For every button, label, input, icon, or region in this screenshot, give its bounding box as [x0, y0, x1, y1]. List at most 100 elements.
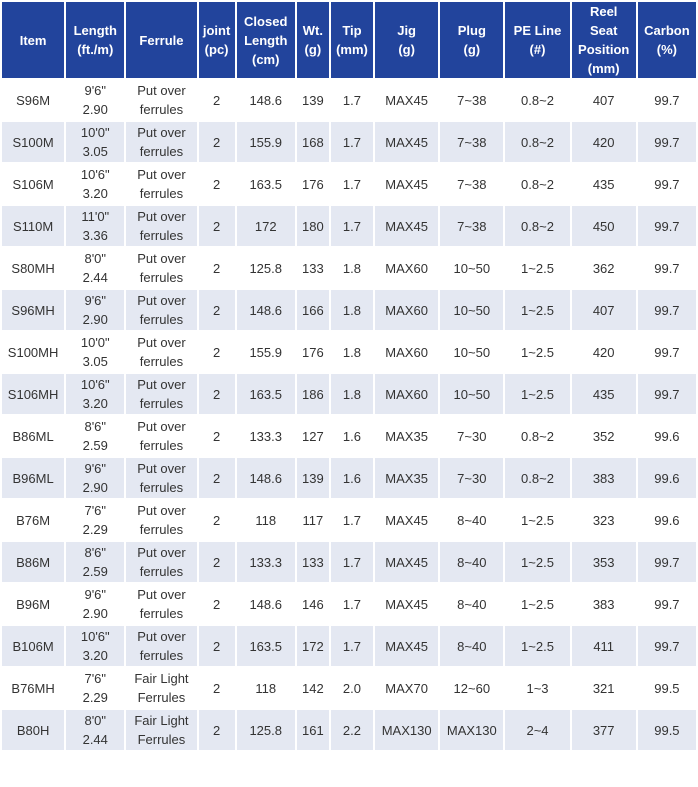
joint-cell: 2 [198, 458, 235, 498]
length-cell-line: 2.59 [82, 564, 108, 579]
weight-cell: 139 [296, 458, 329, 498]
length-cell: 10'0" 3.05 [66, 332, 125, 372]
length-cell: 9'6" 2.90 [66, 80, 125, 120]
plug-cell: 10~50 [440, 374, 504, 414]
joint-cell: 2 [198, 542, 235, 582]
weight-cell: 117 [296, 500, 329, 540]
closed-length-cell: 148.6 [236, 584, 295, 624]
pe-line-cell: 1~2.5 [505, 584, 570, 624]
weight-cell: 166 [296, 290, 329, 330]
length-cell-line: 10'0" [80, 335, 110, 350]
length-cell-line: 8'0" [84, 713, 107, 728]
ferrule-cell: Put over ferrules [126, 122, 197, 162]
length-cell-line: 10'6" [80, 167, 110, 182]
joint-cell: 2 [198, 626, 235, 666]
jig-cell: MAX45 [375, 542, 439, 582]
weight-cell: 168 [296, 122, 329, 162]
ferrule-cell-line: ferrules [139, 522, 184, 537]
tip-cell: 2.0 [330, 668, 374, 708]
weight-cell: 176 [296, 332, 329, 372]
plug-cell: 8~40 [440, 626, 504, 666]
pe-line-cell: 1~2.5 [505, 500, 570, 540]
ferrule-cell-line: Put over [137, 461, 186, 476]
jig-cell: MAX35 [375, 416, 439, 456]
pe-line-cell: 0.8~2 [505, 122, 570, 162]
length-cell-line: 2.29 [82, 690, 108, 705]
header-line: Wt. [302, 23, 323, 38]
header-line: (ft./m) [77, 42, 114, 57]
pe-line-cell: 0.8~2 [505, 206, 570, 246]
ferrule-cell-line: ferrules [139, 102, 184, 117]
ferrule-cell: Fair Light Ferrules [126, 668, 197, 708]
item-cell: B96M [2, 584, 65, 624]
ferrule-cell-line: Put over [137, 167, 186, 182]
item-cell: B80H [2, 710, 65, 750]
plug-cell: 7~38 [440, 80, 504, 120]
joint-cell: 2 [198, 500, 235, 540]
tip-cell: 1.6 [330, 416, 374, 456]
joint-cell: 2 [198, 584, 235, 624]
table-row: B96ML 9'6" 2.90 Put over ferrules 2 148.6 139 1.… [2, 458, 696, 498]
ferrule-cell-line: ferrules [139, 312, 184, 327]
weight-cell: 176 [296, 164, 329, 204]
plug-cell: 8~40 [440, 584, 504, 624]
table-row: B76M 7'6" 2.29 Put over ferrules 2 118 117 1.7 MA… [2, 500, 696, 540]
weight-cell: 127 [296, 416, 329, 456]
carbon-cell: 99.6 [637, 458, 696, 498]
header-line: Seat [589, 23, 618, 38]
pe-line-cell: 0.8~2 [505, 416, 570, 456]
length-cell-line: 8'0" [84, 251, 107, 266]
length-cell-line: 2.90 [82, 606, 108, 621]
tip-cell: 1.6 [330, 458, 374, 498]
length-cell-line: 8'6" [84, 545, 107, 560]
item-cell: B76MH [2, 668, 65, 708]
item-cell: S106M [2, 164, 65, 204]
item-cell: S96M [2, 80, 65, 120]
length-cell-line: 10'6" [80, 377, 110, 392]
jig-cell: MAX45 [375, 122, 439, 162]
jig-cell: MAX45 [375, 80, 439, 120]
closed-length-cell: 172 [236, 206, 295, 246]
header-item: Item [2, 2, 65, 78]
length-cell-line: 2.44 [82, 270, 108, 285]
tip-cell: 1.7 [330, 626, 374, 666]
length-cell: 10'6" 3.20 [66, 626, 125, 666]
weight-cell: 146 [296, 584, 329, 624]
table-row: S100M 10'0" 3.05 Put over ferrules 2 155.9 168 1… [2, 122, 696, 162]
ferrule-cell: Put over ferrules [126, 542, 197, 582]
jig-cell: MAX60 [375, 290, 439, 330]
tip-cell: 1.7 [330, 206, 374, 246]
reel-seat-cell: 352 [571, 416, 636, 456]
length-cell-line: 11'0" [81, 209, 110, 224]
header-pe-line: PE Line (#) [505, 2, 570, 78]
length-cell-line: 3.20 [82, 648, 108, 663]
plug-cell: 10~50 [440, 290, 504, 330]
table-body: S96M 9'6" 2.90 Put over ferrules 2 148.6 139 1.7… [2, 80, 696, 750]
length-cell: 10'6" 3.20 [66, 164, 125, 204]
header-line: joint [202, 23, 231, 38]
header-reel-seat-position: Reel Seat Position (mm) [571, 2, 636, 78]
plug-cell: 8~40 [440, 500, 504, 540]
length-cell: 9'6" 2.90 [66, 458, 125, 498]
table-row: B80H 8'0" 2.44 Fair Light Ferrules 2 125.8 161 2… [2, 710, 696, 750]
header-line: Plug [457, 23, 486, 38]
table-row: S96MH 9'6" 2.90 Put over ferrules 2 148.6 166 1.… [2, 290, 696, 330]
ferrule-cell-line: ferrules [139, 228, 184, 243]
ferrule-cell-line: Put over [137, 251, 186, 266]
item-cell: S80MH [2, 248, 65, 288]
reel-seat-cell: 407 [571, 290, 636, 330]
closed-length-cell: 148.6 [236, 80, 295, 120]
header-ferrule: Ferrule [126, 2, 197, 78]
header-line: Jig [397, 23, 417, 38]
ferrule-cell-line: Put over [137, 335, 186, 350]
ferrule-cell-line: Put over [137, 209, 186, 224]
pe-line-cell: 1~2.5 [505, 542, 570, 582]
length-cell-line: 2.90 [82, 480, 108, 495]
ferrule-cell-line: Ferrules [137, 690, 186, 705]
length-cell: 8'0" 2.44 [66, 710, 125, 750]
item-cell: B76M [2, 500, 65, 540]
weight-cell: 142 [296, 668, 329, 708]
plug-cell: 12~60 [440, 668, 504, 708]
length-cell-line: 2.59 [82, 438, 108, 453]
table-row: B86M 8'6" 2.59 Put over ferrules 2 133.3 133 1.7… [2, 542, 696, 582]
